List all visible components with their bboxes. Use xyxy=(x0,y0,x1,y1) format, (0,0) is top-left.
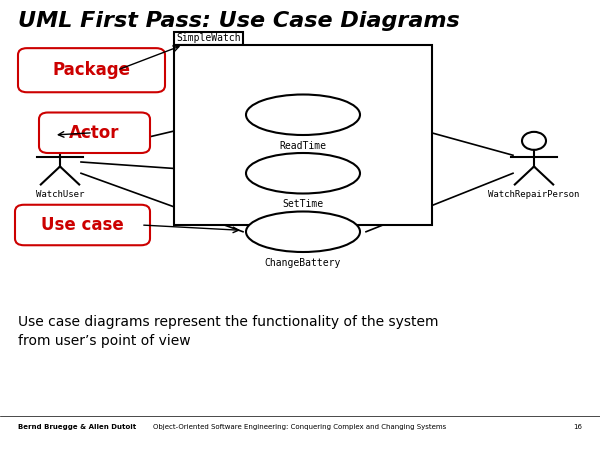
Ellipse shape xyxy=(246,94,360,135)
FancyBboxPatch shape xyxy=(15,205,150,245)
Text: Actor: Actor xyxy=(69,124,120,142)
Text: ChangeBattery: ChangeBattery xyxy=(265,258,341,268)
Ellipse shape xyxy=(246,153,360,194)
Ellipse shape xyxy=(246,212,360,252)
FancyBboxPatch shape xyxy=(174,32,243,45)
Text: SetTime: SetTime xyxy=(283,199,323,209)
Text: UML First Pass: Use Case Diagrams: UML First Pass: Use Case Diagrams xyxy=(18,11,460,31)
Text: 16: 16 xyxy=(573,424,582,430)
Text: from user’s point of view: from user’s point of view xyxy=(18,334,191,348)
Text: Use case: Use case xyxy=(41,216,124,234)
Text: WatchUser: WatchUser xyxy=(36,190,84,199)
Circle shape xyxy=(522,132,546,150)
FancyBboxPatch shape xyxy=(18,48,165,92)
Text: Use case diagrams represent the functionality of the system: Use case diagrams represent the function… xyxy=(18,315,439,329)
FancyBboxPatch shape xyxy=(174,45,432,225)
Text: Package: Package xyxy=(53,61,131,79)
Text: Object-Oriented Software Engineering: Conquering Complex and Changing Systems: Object-Oriented Software Engineering: Co… xyxy=(154,424,446,430)
Text: Bernd Bruegge & Allen Dutoit: Bernd Bruegge & Allen Dutoit xyxy=(18,424,136,430)
Circle shape xyxy=(48,132,72,150)
FancyBboxPatch shape xyxy=(39,112,150,153)
Text: SimpleWatch: SimpleWatch xyxy=(176,33,241,43)
Text: WatchRepairPerson: WatchRepairPerson xyxy=(488,190,580,199)
Text: ReadTime: ReadTime xyxy=(280,141,326,151)
